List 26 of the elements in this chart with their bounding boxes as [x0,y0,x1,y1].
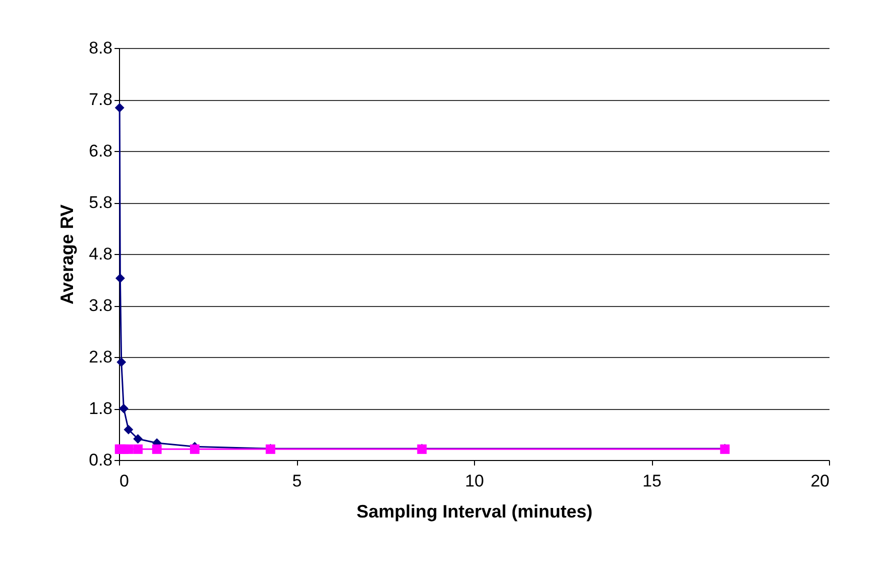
y-tick-label: 4.8 [88,244,112,264]
x-tick-label: 10 [465,472,484,490]
x-tick-label: 5 [292,472,302,490]
x-axis-title: Sampling Interval (minutes) [356,502,593,522]
y-tick-label: 6.8 [88,142,112,160]
point [124,424,134,434]
point [133,434,143,444]
y-tick-label: 2.8 [88,348,112,366]
point [152,444,162,454]
y-tick-label: 5.8 [88,193,112,212]
y-tick-label: 7.8 [88,90,112,109]
y-tick-label: 0.8 [88,450,112,470]
point [118,404,128,414]
y-tick-label: 3.8 [88,296,112,315]
y-axis-title: Average RV [56,204,77,305]
point [115,273,125,283]
y-tick-label: 8.8 [88,38,112,58]
x-tick-label: 0 [120,472,129,490]
point [124,444,134,454]
point [133,444,143,454]
point [114,102,124,112]
y-tick-label: 1.8 [88,399,112,418]
point [116,357,126,367]
point [190,444,200,454]
x-tick-label: 20 [810,472,830,490]
x-tick-label: 15 [642,472,662,490]
